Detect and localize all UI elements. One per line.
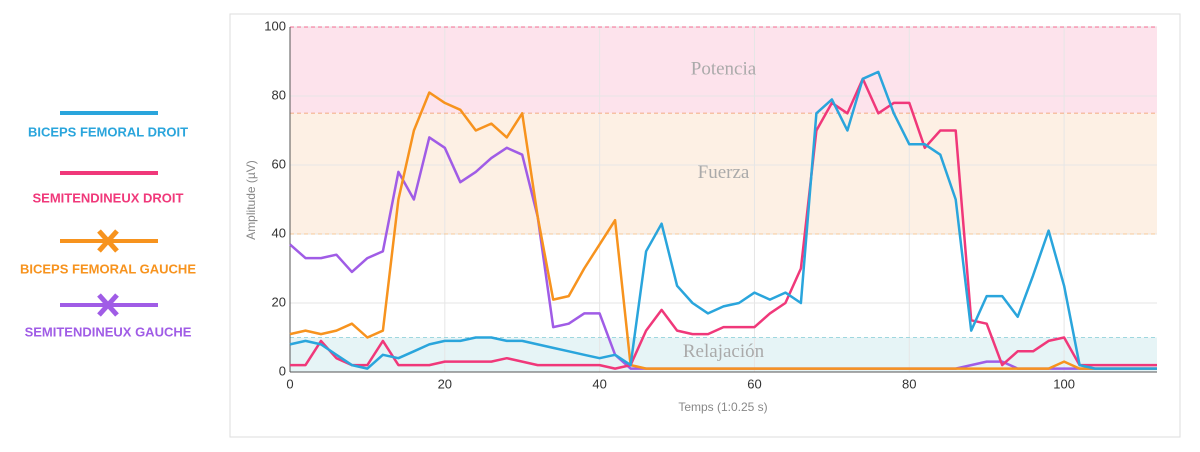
legend-label: BICEPS FEMORAL GAUCHE bbox=[20, 261, 196, 276]
band-label: Fuerza bbox=[698, 162, 750, 183]
y-tick-label: 20 bbox=[272, 294, 286, 309]
y-axis-label: Amplitude (µV) bbox=[244, 160, 258, 240]
x-tick-label: 60 bbox=[747, 376, 761, 391]
legend-marker bbox=[97, 229, 119, 253]
x-tick-label: 100 bbox=[1053, 376, 1075, 391]
band-label: Potencia bbox=[691, 58, 757, 79]
legend-label: BICEPS FEMORAL DROIT bbox=[28, 124, 188, 139]
x-tick-label: 0 bbox=[286, 376, 293, 391]
band bbox=[290, 27, 1157, 114]
x-tick-label: 40 bbox=[592, 376, 606, 391]
y-tick-label: 40 bbox=[272, 225, 286, 240]
x-tick-label: 20 bbox=[438, 376, 452, 391]
series-line bbox=[290, 77, 1157, 370]
y-tick-label: 80 bbox=[272, 87, 286, 102]
x-tick-label: 80 bbox=[902, 376, 916, 391]
x-axis-label: Temps (1:0.25 s) bbox=[678, 400, 767, 414]
band bbox=[290, 113, 1157, 234]
series-line bbox=[289, 91, 1157, 370]
legend-label: SEMITENDINEUX DROIT bbox=[33, 190, 184, 205]
series-line bbox=[289, 70, 1157, 370]
y-tick-label: 100 bbox=[264, 18, 286, 33]
legend-label: SEMITENDINEUX GAUCHE bbox=[25, 324, 192, 339]
y-tick-label: 60 bbox=[272, 156, 286, 171]
legend-marker bbox=[97, 293, 119, 317]
y-tick-label: 0 bbox=[279, 363, 286, 378]
band-label: Relajación bbox=[683, 341, 765, 362]
